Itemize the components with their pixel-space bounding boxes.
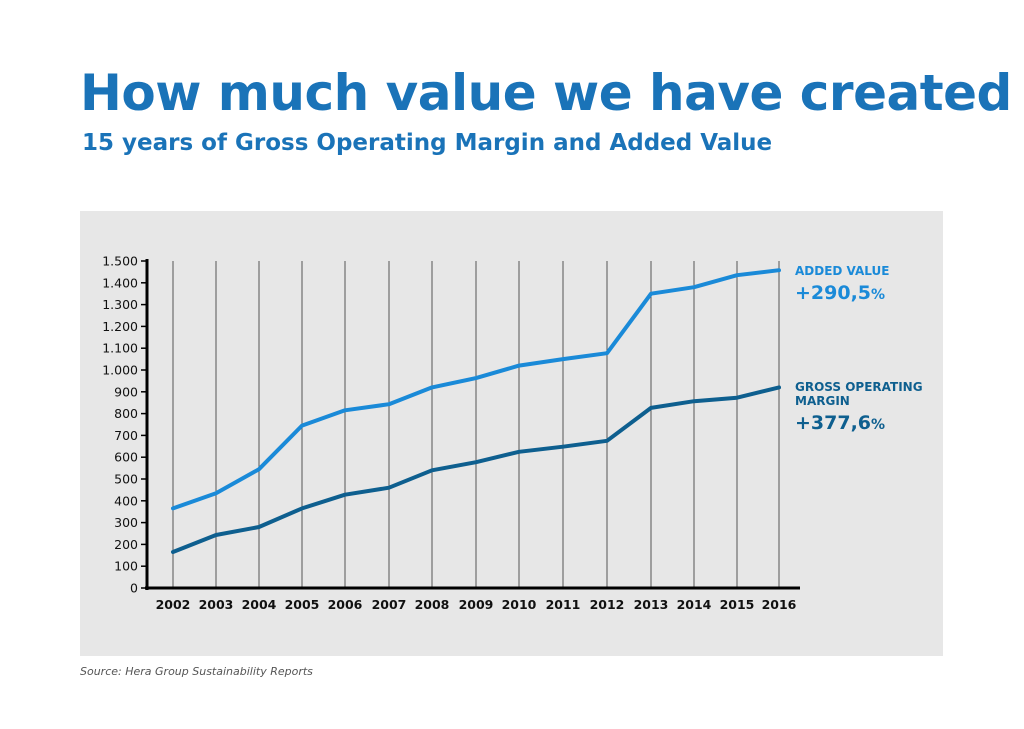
y-tick-label: 1.200 <box>102 319 138 334</box>
x-tick-label: 2009 <box>459 597 494 612</box>
source-note: Source: Hera Group Sustainability Report… <box>80 665 313 678</box>
gross-operating-margin-label-line2: MARGIN <box>795 394 850 408</box>
x-tick-label: 2011 <box>546 597 581 612</box>
x-tick-label: 2005 <box>285 597 320 612</box>
x-tick-label: 2004 <box>242 597 277 612</box>
page-title: How much value we have created <box>80 64 1012 122</box>
y-tick-label: 300 <box>114 515 138 530</box>
line-chart: 0 100 200 300 400 500 600 700 800 900 1.000 1.100 1.… <box>102 254 923 613</box>
x-tick-label: 2008 <box>415 597 450 612</box>
x-tick-label: 2006 <box>328 597 363 612</box>
y-tick-label: 800 <box>114 406 138 421</box>
y-tick-label: 100 <box>114 559 138 574</box>
x-tick-label: 2015 <box>720 597 755 612</box>
x-tick-label: 2014 <box>677 597 712 612</box>
y-tick-label: 1.000 <box>102 363 138 378</box>
added-value-label: ADDED VALUE <box>795 264 889 278</box>
added-value-change: +290,5% <box>795 282 885 304</box>
x-tick-label: 2007 <box>372 597 407 612</box>
x-tick-label: 2002 <box>156 597 191 612</box>
y-tick-label: 600 <box>114 450 138 465</box>
y-tick-label: 1.500 <box>102 254 138 269</box>
y-tick-label: 700 <box>114 428 138 443</box>
y-tick-label: 200 <box>114 537 138 552</box>
page-subtitle: 15 years of Gross Operating Margin and A… <box>82 130 773 156</box>
y-tick-label: 1.400 <box>102 275 138 290</box>
x-tick-label: 2016 <box>762 597 797 612</box>
x-tick-label: 2013 <box>634 597 669 612</box>
x-tick-label: 2010 <box>502 597 537 612</box>
series-line-gross-operating-margin <box>171 385 781 554</box>
y-tick-label: 1.100 <box>102 341 138 356</box>
gross-operating-margin-label-line1: GROSS OPERATING <box>795 380 923 394</box>
y-tick-label: 400 <box>114 493 138 508</box>
x-tick-label: 2012 <box>590 597 625 612</box>
y-tick-label: 0 <box>130 581 138 596</box>
y-tick-label: 1.300 <box>102 297 138 312</box>
x-tick-label: 2003 <box>199 597 234 612</box>
series-line-added-value <box>171 268 781 511</box>
y-tick-label: 500 <box>114 472 138 487</box>
chart-panel: 0 100 200 300 400 500 600 700 800 900 1.000 1.100 1.… <box>80 211 943 656</box>
gross-operating-margin-change: +377,6% <box>795 412 885 434</box>
y-tick-label: 900 <box>114 384 138 399</box>
